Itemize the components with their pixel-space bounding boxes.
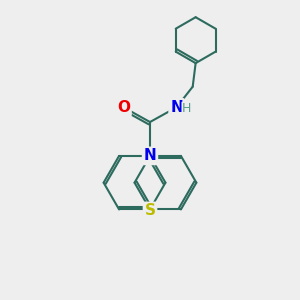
Text: H: H bbox=[182, 102, 191, 115]
Text: N: N bbox=[144, 148, 156, 164]
Text: N: N bbox=[170, 100, 183, 115]
Text: S: S bbox=[145, 203, 155, 218]
Text: O: O bbox=[117, 100, 130, 115]
